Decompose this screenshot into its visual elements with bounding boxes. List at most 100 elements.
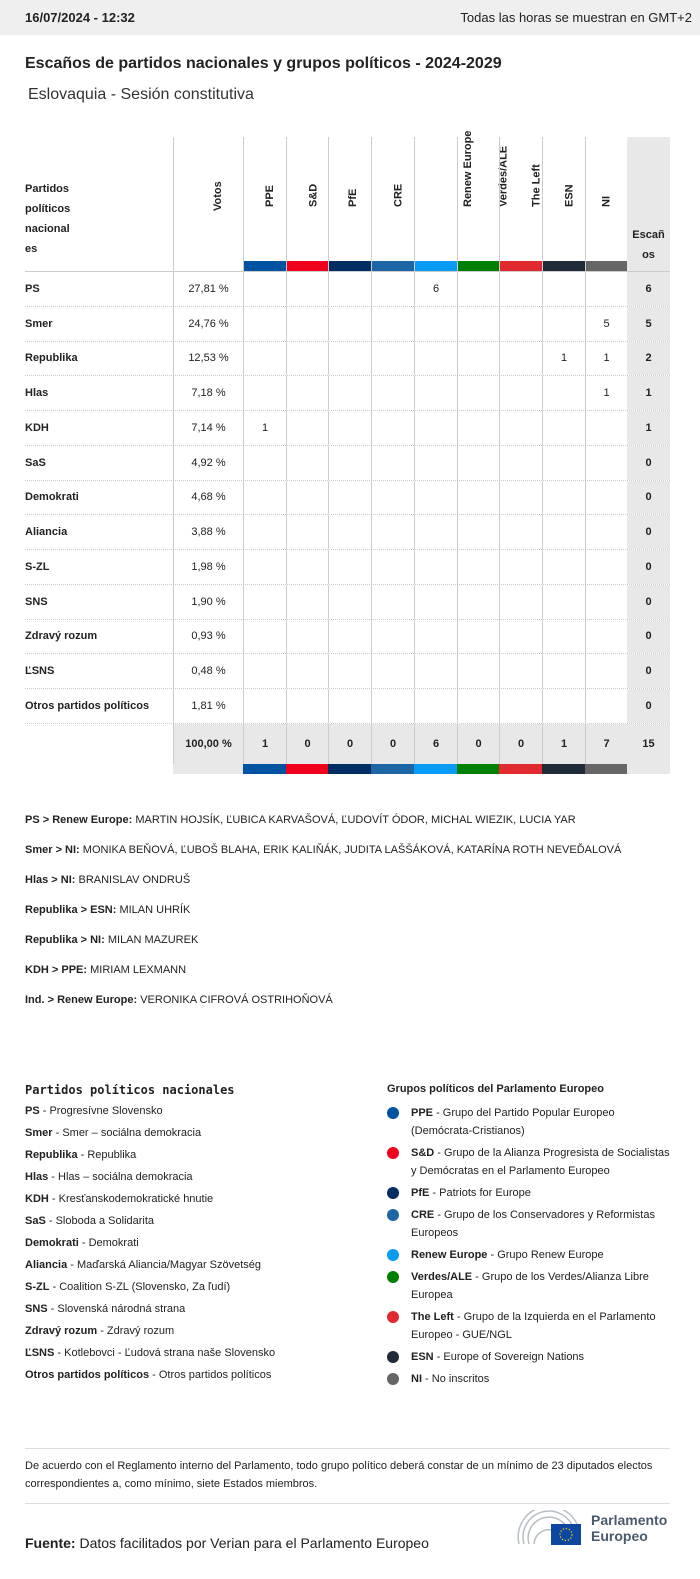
- table-row: KDH 7,14 % 1 1: [25, 411, 670, 446]
- source-label: Fuente:: [25, 1535, 76, 1551]
- group-seats: 1: [585, 341, 627, 376]
- group-seats: [414, 411, 457, 445]
- group-seats: [414, 550, 457, 584]
- member-names: MILAN MAZUREK: [107, 934, 199, 946]
- group-seats: [542, 619, 585, 654]
- group-seats: [542, 654, 585, 688]
- group-seats: [585, 550, 627, 584]
- legend-party-item: Otros partidos políticos - Otros partido…: [25, 1369, 272, 1381]
- group-seats: [243, 689, 286, 723]
- table-row: SaS 4,92 % 0: [25, 445, 670, 481]
- member-label: Smer > NI:: [25, 844, 80, 856]
- legend-group-item: Verdes/ALE - Grupo de los Verdes/Alianza…: [387, 1268, 672, 1304]
- legend-name: No inscritos: [431, 1373, 490, 1385]
- group-seats: [328, 376, 371, 410]
- group-seats: [542, 272, 585, 306]
- group-seats: 5: [585, 306, 627, 341]
- votes-value: 12,53 %: [173, 341, 243, 376]
- seats-bar-bg: [627, 763, 670, 774]
- legend-abbr: Demokrati: [25, 1237, 79, 1249]
- member-names: MILAN UHRÍK: [119, 904, 191, 916]
- group-seats: [286, 445, 328, 480]
- group-seats: [499, 272, 542, 306]
- legend-party-item: Demokrati - Demokrati: [25, 1237, 139, 1249]
- legend-abbr: ESN: [411, 1351, 434, 1363]
- member-names: BRANISLAV ONDRUŠ: [78, 874, 191, 886]
- legend-name: Grupo de la Izquierda en el Parlamento E…: [411, 1311, 656, 1341]
- col-group-label: CRE: [392, 183, 405, 207]
- group-color-dot-icon: [387, 1249, 399, 1261]
- col-seats-label: Escaños: [632, 229, 665, 261]
- logo-line2: Europeo: [591, 1528, 648, 1544]
- group-seats: 0: [457, 723, 499, 764]
- group-seats: [499, 584, 542, 619]
- group-seats: [328, 480, 371, 515]
- group-seats: [414, 515, 457, 549]
- legend-party-item: SNS - Slovenská národná strana: [25, 1303, 186, 1315]
- group-color-dot-icon: [387, 1187, 399, 1199]
- group-seats: [499, 619, 542, 654]
- group-seats: [542, 515, 585, 549]
- group-seats: [328, 515, 371, 549]
- table-row: ĽSNS 0,48 % 0: [25, 654, 670, 689]
- group-seats: [243, 376, 286, 410]
- group-seats: [328, 654, 371, 688]
- party-name: Republika: [25, 352, 78, 365]
- votes-value: 4,92 %: [173, 445, 243, 480]
- col-seats-header: Escaños: [627, 137, 670, 271]
- group-color-bar: [499, 763, 542, 774]
- legend-name: Grupo de la Alianza Progresista de Socia…: [411, 1147, 670, 1177]
- group-seats: [542, 445, 585, 480]
- group-color-bar: [328, 763, 371, 774]
- group-seats: [499, 480, 542, 515]
- group-seats: [243, 515, 286, 549]
- total-seats: 6: [627, 272, 670, 306]
- group-seats: [542, 689, 585, 723]
- group-color-bar: [287, 261, 328, 271]
- group-seats: [286, 480, 328, 515]
- group-seats: [286, 306, 328, 341]
- seats-table: Partidos políticos nacional es Votos PPE S&…: [25, 131, 670, 774]
- table-row: PS 27,81 % 6 6: [25, 272, 670, 307]
- legend-abbr: SaS: [25, 1215, 46, 1227]
- member-names: VERONIKA CIFROVÁ OSTRIHOŇOVÁ: [140, 994, 333, 1006]
- total-seats: 0: [627, 689, 670, 723]
- group-seats: 1: [243, 723, 286, 764]
- legend-groups: Grupos políticos del Parlamento Europeo …: [387, 1083, 672, 1392]
- group-seats: [457, 689, 499, 723]
- group-seats: 1: [542, 723, 585, 764]
- hemicycle-logo-icon: [517, 1510, 581, 1545]
- source: Fuente: Datos facilitados por Verian par…: [25, 1535, 429, 1551]
- group-color-dot-icon: [387, 1107, 399, 1119]
- group-color-bar: [458, 261, 499, 271]
- group-seats: [328, 584, 371, 619]
- votes-bar-bg: [173, 763, 243, 774]
- group-seats: [286, 341, 328, 376]
- group-seats: [499, 445, 542, 480]
- group-seats: [414, 584, 457, 619]
- group-color-bar: [244, 261, 286, 271]
- legend-group-item: NI - No inscritos: [387, 1370, 672, 1388]
- legend-abbr: Smer: [25, 1127, 53, 1139]
- legend-name: Hlas – sociálna demokracia: [58, 1171, 193, 1183]
- legend-name: Grupo de los Verdes/Alianza Libre Europe…: [411, 1271, 649, 1301]
- group-color-bar: [415, 261, 457, 271]
- group-seats: [286, 619, 328, 654]
- group-seats: [499, 376, 542, 410]
- col-group-header: ESN: [542, 137, 585, 271]
- group-seats: [243, 550, 286, 584]
- group-seats: [457, 584, 499, 619]
- legend-name: Demokrati: [88, 1237, 139, 1249]
- legend-party-item: SaS - Sloboda a Solidarita: [25, 1215, 155, 1227]
- legend-name: Otros partidos políticos: [158, 1369, 272, 1381]
- group-seats: [457, 619, 499, 654]
- totals-color-bars: [25, 763, 670, 774]
- col-group-header: Verdes/ALE: [457, 137, 509, 271]
- total-seats: 1: [627, 411, 670, 445]
- group-seats: [414, 619, 457, 654]
- member-label: Republika > ESN:: [25, 904, 117, 916]
- col-group-label: PPE: [264, 184, 277, 207]
- legend-abbr: KDH: [25, 1193, 49, 1205]
- member-line: Republika > ESN: MILAN UHRÍK: [25, 904, 621, 934]
- group-seats: [371, 341, 414, 376]
